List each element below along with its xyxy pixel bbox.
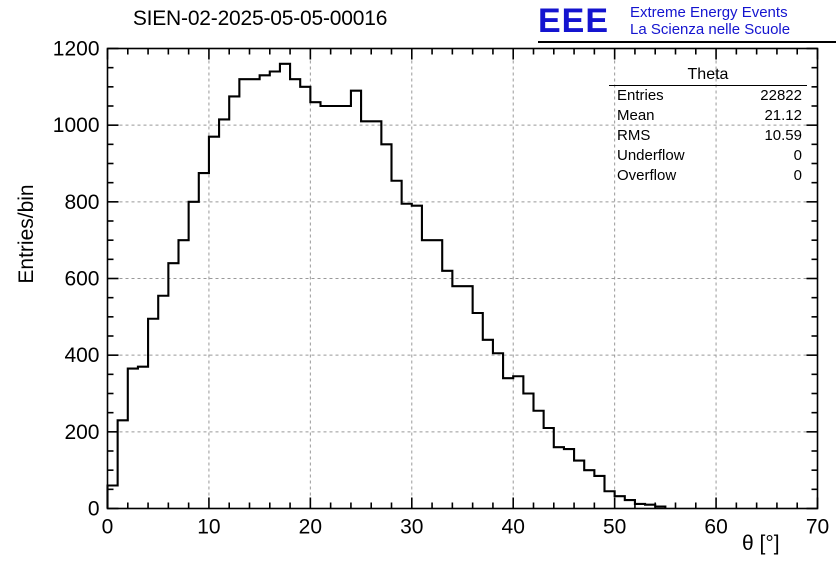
header-divider (538, 41, 836, 43)
stats-value: 22822 (760, 87, 802, 104)
eee-logo-mark: EEE (538, 2, 610, 40)
x-tick-label: 70 (806, 516, 829, 539)
histogram-curve (106, 62, 667, 509)
x-tick-label: 50 (603, 516, 626, 539)
stats-box: Theta Entries 22822 Mean 21.12 RMS 10.59 Under… (609, 66, 807, 186)
eee-logo-text: Extreme Energy Events La Scienza nelle S… (630, 4, 790, 38)
stats-key: Entries (617, 87, 664, 104)
grid-lines (107, 48, 818, 509)
x-tick-label: 20 (299, 516, 322, 539)
y-tick-label: 200 (64, 421, 99, 444)
stats-row: Overflow 0 (609, 166, 807, 186)
y-tick-label: 1200 (53, 38, 100, 61)
eee-logo-line2: La Scienza nelle Scuole (630, 21, 791, 38)
y-tick-label: 600 (64, 268, 99, 291)
stats-value: 0 (793, 147, 802, 164)
stats-key: RMS (617, 127, 651, 144)
stats-value: 0 (793, 167, 802, 184)
stats-key: Underflow (617, 147, 685, 164)
x-tick-label: 10 (197, 516, 220, 539)
stats-title: Theta (609, 66, 807, 86)
eee-logo: EEE Extreme Energy Events La Scienza nel… (538, 2, 834, 42)
stats-key: Overflow (617, 167, 677, 184)
x-tick-label: 60 (704, 516, 727, 539)
stats-row: Entries 22822 (609, 86, 807, 106)
stats-row: RMS 10.59 (609, 126, 807, 146)
axis-ticks (106, 47, 819, 510)
stats-value: 10.59 (764, 127, 802, 144)
y-tick-label: 0 (88, 498, 100, 521)
stats-row: Underflow 0 (609, 146, 807, 166)
x-axis-title: θ [°] (742, 532, 780, 555)
eee-logo-line1: Extreme Energy Events (630, 4, 788, 21)
stats-value: 21.12 (764, 107, 802, 124)
x-tick-label: 30 (400, 516, 423, 539)
y-tick-label: 800 (64, 191, 99, 214)
axis-tick-labels: 0 10 20 30 40 50 60 70 0 200 400 600 800 1000 1200 (53, 38, 829, 539)
x-tick-label: 40 (502, 516, 525, 539)
stats-row: Mean 21.12 (609, 106, 807, 126)
y-tick-label: 1000 (53, 114, 100, 137)
page-title: SIEN-02-2025-05-05-00016 (132, 7, 388, 30)
y-tick-label: 400 (64, 344, 99, 367)
x-tick-label: 0 (102, 516, 114, 539)
stats-key: Mean (617, 107, 655, 124)
stats-rows: Entries 22822 Mean 21.12 RMS 10.59 Underflow 0 O… (609, 86, 807, 186)
